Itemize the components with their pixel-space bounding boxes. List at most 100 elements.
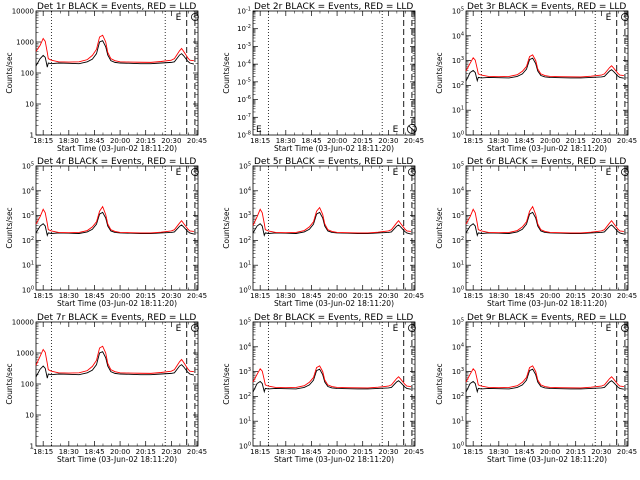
plot-frame: [252, 165, 416, 291]
y-tick-label: 100: [452, 442, 464, 451]
y-tick-label: 103: [452, 367, 464, 376]
y-tick-label: 100: [21, 70, 34, 78]
y-tick-exponent: 4: [461, 186, 464, 192]
x-axis-label: Start Time (03-Jun-02 18:11:20): [274, 455, 394, 464]
y-tick-label: 101: [239, 261, 251, 270]
chart-panel: Det 6r BLACK = Events, RED = LLD10010110…: [435, 157, 637, 308]
x-tick-label: 18:45: [84, 448, 104, 456]
y-tick-exponent: 1: [461, 106, 464, 112]
y-tick-exponent: 1: [248, 261, 251, 267]
y-tick-label: 103: [239, 211, 251, 220]
chart-title: Det 9r BLACK = Events, RED = LLD: [467, 313, 626, 323]
y-tick-label: 105: [452, 7, 464, 16]
x-tick-label: 20:15: [353, 448, 373, 456]
x-tick-label: 20:30: [161, 292, 181, 300]
events-series-line: [465, 368, 624, 394]
x-tick-label: 20:30: [161, 448, 181, 456]
y-tick-base: 10: [452, 418, 461, 426]
event-marker-label: E: [176, 13, 182, 23]
y-tick-exponent: 3: [461, 211, 464, 217]
x-tick-label: 18:30: [489, 292, 509, 300]
x-tick-label: 20:45: [187, 292, 207, 300]
y-tick-exponent: 0: [461, 442, 464, 448]
y-tick-label: 10: [25, 412, 34, 420]
x-tick-label: 20:30: [378, 292, 398, 300]
y-tick-base: 10: [452, 443, 461, 451]
y-tick-label: 100: [21, 381, 34, 389]
x-tick-label: 20:45: [404, 137, 424, 145]
y-tick-base: 10: [452, 287, 461, 295]
y-axis-label: Counts/sec: [435, 207, 444, 248]
x-tick-label: 20:00: [540, 292, 560, 300]
x-tick-label: 18:45: [301, 137, 321, 145]
x-tick-label: 18:15: [463, 448, 483, 456]
y-tick-base: 10: [452, 8, 461, 16]
y-tick-base: 10: [22, 237, 31, 245]
lld-series-line: [35, 345, 194, 374]
lld-series-line: [252, 206, 411, 234]
y-tick-exponent: 2: [248, 392, 251, 398]
event-marker-label: E: [176, 324, 182, 334]
y-tick-label: 104: [452, 186, 464, 195]
saa-symbol-label: S: [193, 171, 196, 177]
chart-title: Det 4r BLACK = Events, RED = LLD: [37, 157, 196, 167]
events-series-line: [252, 211, 412, 237]
chart-title: Det 2r BLACK = Events, RED = LLD: [254, 2, 413, 12]
y-tick-base: 10: [22, 262, 31, 270]
events-series-line: [35, 40, 195, 68]
saa-symbol: [621, 168, 629, 176]
chart-title: Det 1r BLACK = Events, RED = LLD: [37, 2, 196, 12]
saa-symbol-label: S: [410, 327, 413, 333]
event-marker-label: E: [606, 168, 612, 178]
y-tick-label: 103: [452, 56, 464, 65]
y-tick-label: 105: [239, 162, 251, 171]
y-tick-exponent: -7: [246, 113, 251, 119]
x-tick-label: 20:30: [378, 448, 398, 456]
y-tick-exponent: 0: [461, 131, 464, 137]
events-series-line: [465, 57, 624, 83]
x-tick-label: 20:45: [617, 137, 637, 145]
y-tick-exponent: 5: [461, 162, 464, 168]
y-tick-base: 10: [452, 107, 461, 115]
y-tick-exponent: 4: [248, 186, 251, 192]
y-tick-exponent: 2: [248, 236, 251, 242]
y-axis-label: Counts/sec: [5, 52, 14, 93]
y-tick-exponent: 5: [248, 318, 251, 324]
y-tick-base: 10: [239, 163, 248, 171]
x-tick-label: 20:00: [327, 137, 347, 145]
y-tick-base: 10: [452, 368, 461, 376]
x-tick-label: 20:15: [566, 448, 586, 456]
chart-panel: Det 9r BLACK = Events, RED = LLD10010110…: [435, 313, 637, 464]
saa-symbol-label: S: [193, 16, 196, 22]
y-tick-exponent: 1: [461, 417, 464, 423]
y-tick-base: 10: [239, 212, 248, 220]
y-tick-base: 10: [237, 8, 246, 16]
saa-symbol: [621, 324, 629, 332]
y-tick-exponent: 2: [461, 236, 464, 242]
y-tick-base: 10: [22, 163, 31, 171]
y-tick-base: 10: [239, 237, 248, 245]
y-tick-label: 10-1: [237, 7, 251, 16]
y-tick-base: 10: [452, 187, 461, 195]
y-tick-base: 10: [452, 319, 461, 327]
y-tick-label: 10: [25, 101, 34, 109]
y-tick-base: 10: [452, 82, 461, 90]
chart-panel: Det 8r BLACK = Events, RED = LLD10010110…: [222, 313, 424, 464]
y-tick-exponent: -2: [246, 24, 251, 30]
events-series-line: [35, 211, 195, 237]
y-tick-exponent: -3: [246, 42, 251, 48]
y-tick-exponent: 3: [31, 211, 34, 217]
y-tick-label: 102: [452, 236, 464, 245]
y-tick-label: 102: [452, 81, 464, 90]
y-tick-label: 105: [239, 318, 251, 327]
y-tick-base: 10: [22, 287, 31, 295]
y-tick-label: 102: [22, 236, 34, 245]
chart-title: Det 8r BLACK = Events, RED = LLD: [254, 313, 413, 323]
y-tick-base: 10: [237, 43, 246, 51]
y-tick-base: 10: [239, 287, 248, 295]
y-tick-base: 10: [239, 262, 248, 270]
x-tick-label: 20:15: [353, 292, 373, 300]
x-tick-label: 20:30: [378, 137, 398, 145]
x-axis-label: Start Time (03-Jun-02 18:11:20): [487, 455, 607, 464]
